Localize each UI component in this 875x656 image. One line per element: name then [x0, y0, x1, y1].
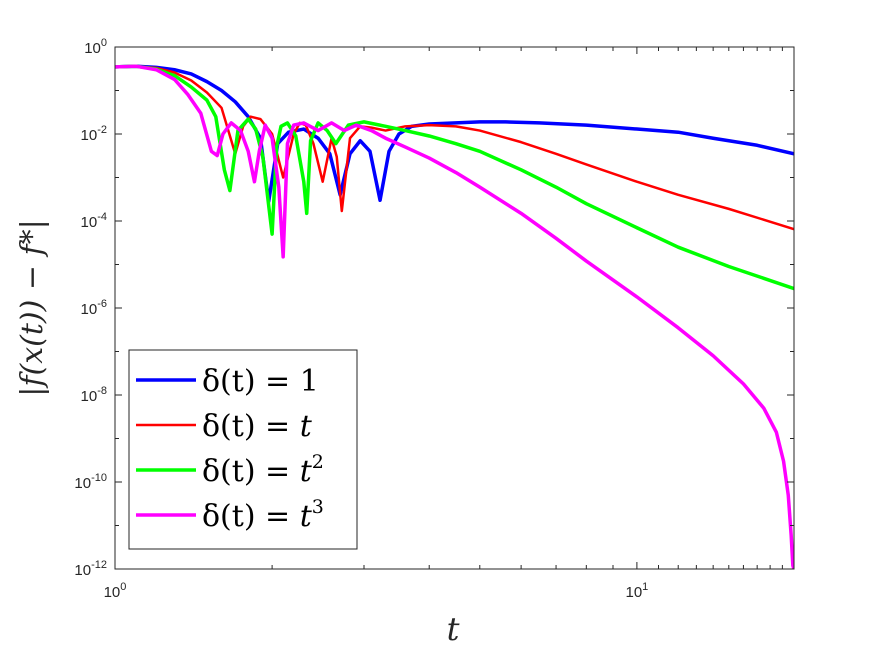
series-line-3 [115, 64, 794, 291]
x-tick-label: 100 [104, 581, 127, 601]
legend-label-3: δ(t) = t2 [202, 451, 324, 489]
tick-layer [114, 46, 795, 570]
series-layer [115, 64, 794, 569]
y-axis-title: |f(x(t)) − f*| [15, 219, 50, 396]
y-tick-label: 10-8 [81, 385, 107, 405]
y-tick-label: 10-12 [74, 559, 107, 579]
legend-label-2: δ(t) = t [202, 409, 313, 444]
x-tick-label: 101 [625, 581, 648, 601]
y-tick-label: 10-6 [81, 298, 107, 318]
legend: δ(t) = 1 δ(t) = t δ(t) = t2 δ(t) = t3 [128, 349, 358, 550]
x-axis-title: t [447, 610, 460, 648]
series-line-2 [115, 65, 794, 231]
y-tick-label: 10-4 [81, 211, 107, 231]
tick-label-layer: 100 101 100 10-2 10-4 10-6 10-8 10-10 10-12 [74, 37, 648, 601]
y-tick-label: 10-10 [74, 472, 107, 492]
series-line-4 [115, 64, 794, 569]
series-line-1 [115, 64, 794, 204]
legend-label-4: δ(t) = t3 [202, 496, 324, 534]
y-tick-label: 10-2 [81, 124, 107, 144]
legend-label-1: δ(t) = 1 [202, 364, 319, 399]
y-tick-label: 100 [84, 37, 107, 57]
